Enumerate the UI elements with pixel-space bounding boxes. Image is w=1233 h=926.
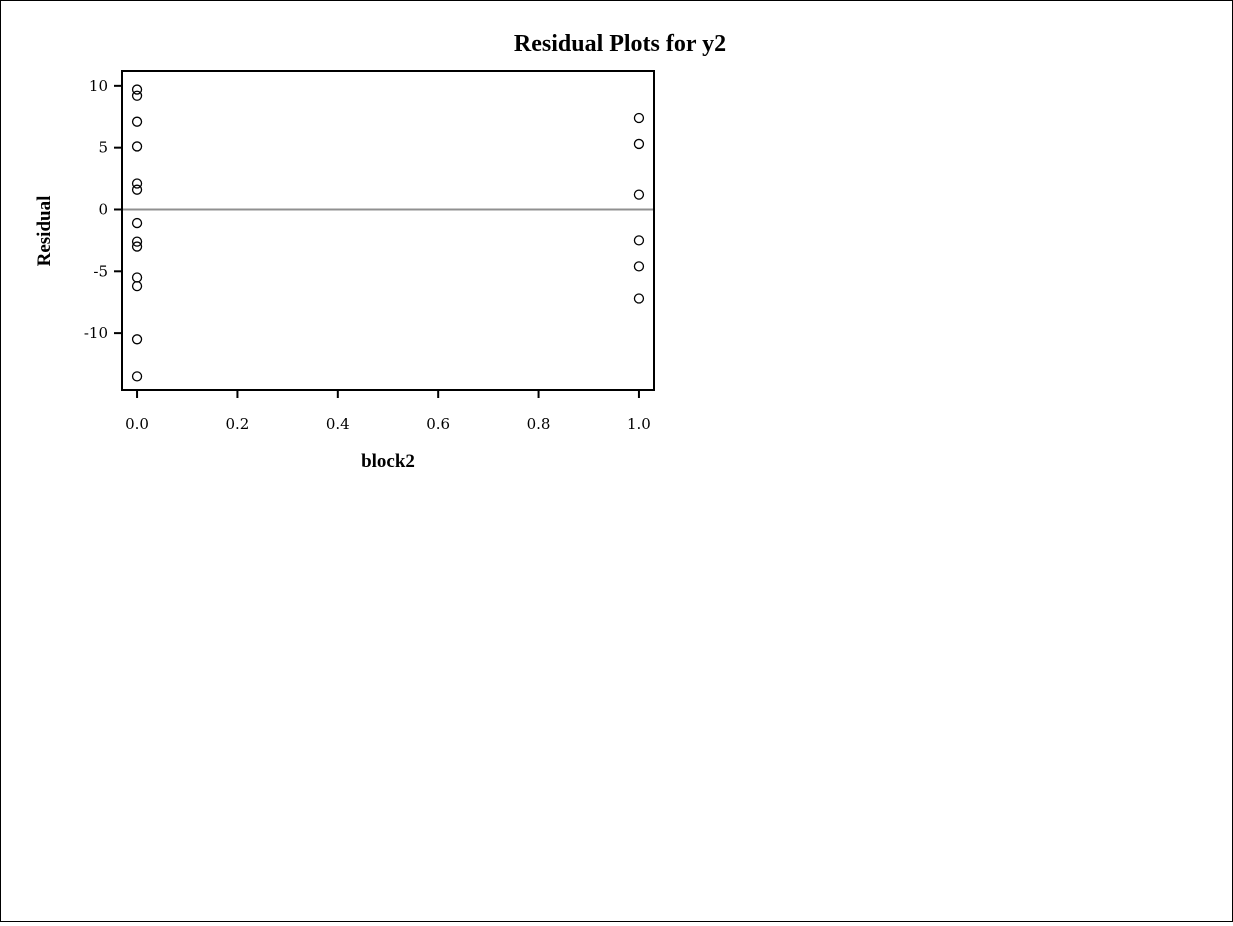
x-tick-label: 1.0 <box>627 415 651 433</box>
chart-title: Residual Plots for y2 <box>514 31 726 57</box>
data-point <box>131 84 143 95</box>
y-axis-label: Residual <box>34 196 55 267</box>
data-point <box>633 261 645 272</box>
x-tick-label: 0.8 <box>527 415 551 433</box>
data-point <box>131 371 143 382</box>
y-tick-label: 10 <box>89 77 108 95</box>
data-point <box>131 141 143 152</box>
data-point <box>633 138 645 150</box>
data-point <box>633 293 645 304</box>
plot-frame <box>121 70 655 391</box>
x-tick-label: 0.0 <box>125 415 149 433</box>
y-tick-label: 5 <box>98 139 108 157</box>
data-point <box>131 272 143 283</box>
data-point <box>131 334 143 345</box>
data-point <box>131 236 143 247</box>
data-point <box>633 189 645 200</box>
y-tick-label: 0 <box>98 200 108 218</box>
plot-area: 10 5 0 -5 -10 0.0 0.2 0.4 0.6 0.8 1.0 <box>84 70 655 433</box>
data-point <box>131 178 143 189</box>
x-axis-label: block2 <box>361 451 415 472</box>
data-point <box>131 184 143 195</box>
x-tick-label: 0.2 <box>226 415 250 433</box>
x-tick-label: 0.4 <box>326 415 350 433</box>
x-tick-label: 0.6 <box>426 415 450 433</box>
data-point <box>131 217 143 229</box>
data-point <box>131 241 143 252</box>
data-point <box>131 90 143 101</box>
y-tick-label: -5 <box>93 262 108 280</box>
data-point <box>633 112 645 124</box>
data-point <box>131 280 143 292</box>
y-tick-label: -10 <box>84 324 108 342</box>
data-point <box>633 235 645 246</box>
data-point <box>131 116 143 127</box>
